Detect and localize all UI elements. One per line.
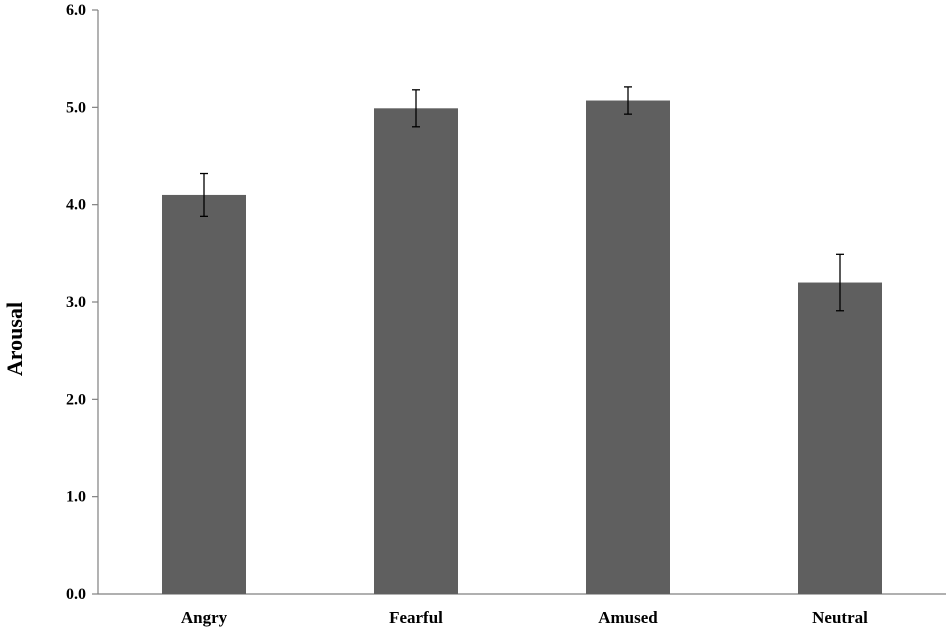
- labels: 0.0 1.0 2.0 3.0 4.0 5.0 6.0 Angry Fearful Amused N…: [66, 2, 868, 627]
- y-tick-label: 1.0: [66, 489, 86, 506]
- y-tick-label: 3.0: [66, 294, 86, 311]
- y-tick-label: 6.0: [66, 2, 86, 19]
- bar-neutral: [798, 282, 882, 594]
- x-tick-label-angry: Angry: [181, 608, 228, 627]
- bars: [162, 86, 882, 595]
- y-tick-label: 2.0: [66, 391, 86, 408]
- x-tick-label-neutral: Neutral: [812, 608, 868, 627]
- bar-amused: [586, 100, 670, 595]
- bar-fearful: [374, 108, 458, 594]
- y-tick-label: 5.0: [66, 99, 86, 116]
- x-tick-label-fearful: Fearful: [389, 608, 443, 627]
- y-tick-label: 4.0: [66, 197, 86, 214]
- bar-angry: [162, 194, 246, 594]
- y-axis-title: Arousal: [2, 302, 27, 376]
- y-tick-label: 0.0: [66, 586, 86, 603]
- x-tick-label-amused: Amused: [598, 608, 658, 627]
